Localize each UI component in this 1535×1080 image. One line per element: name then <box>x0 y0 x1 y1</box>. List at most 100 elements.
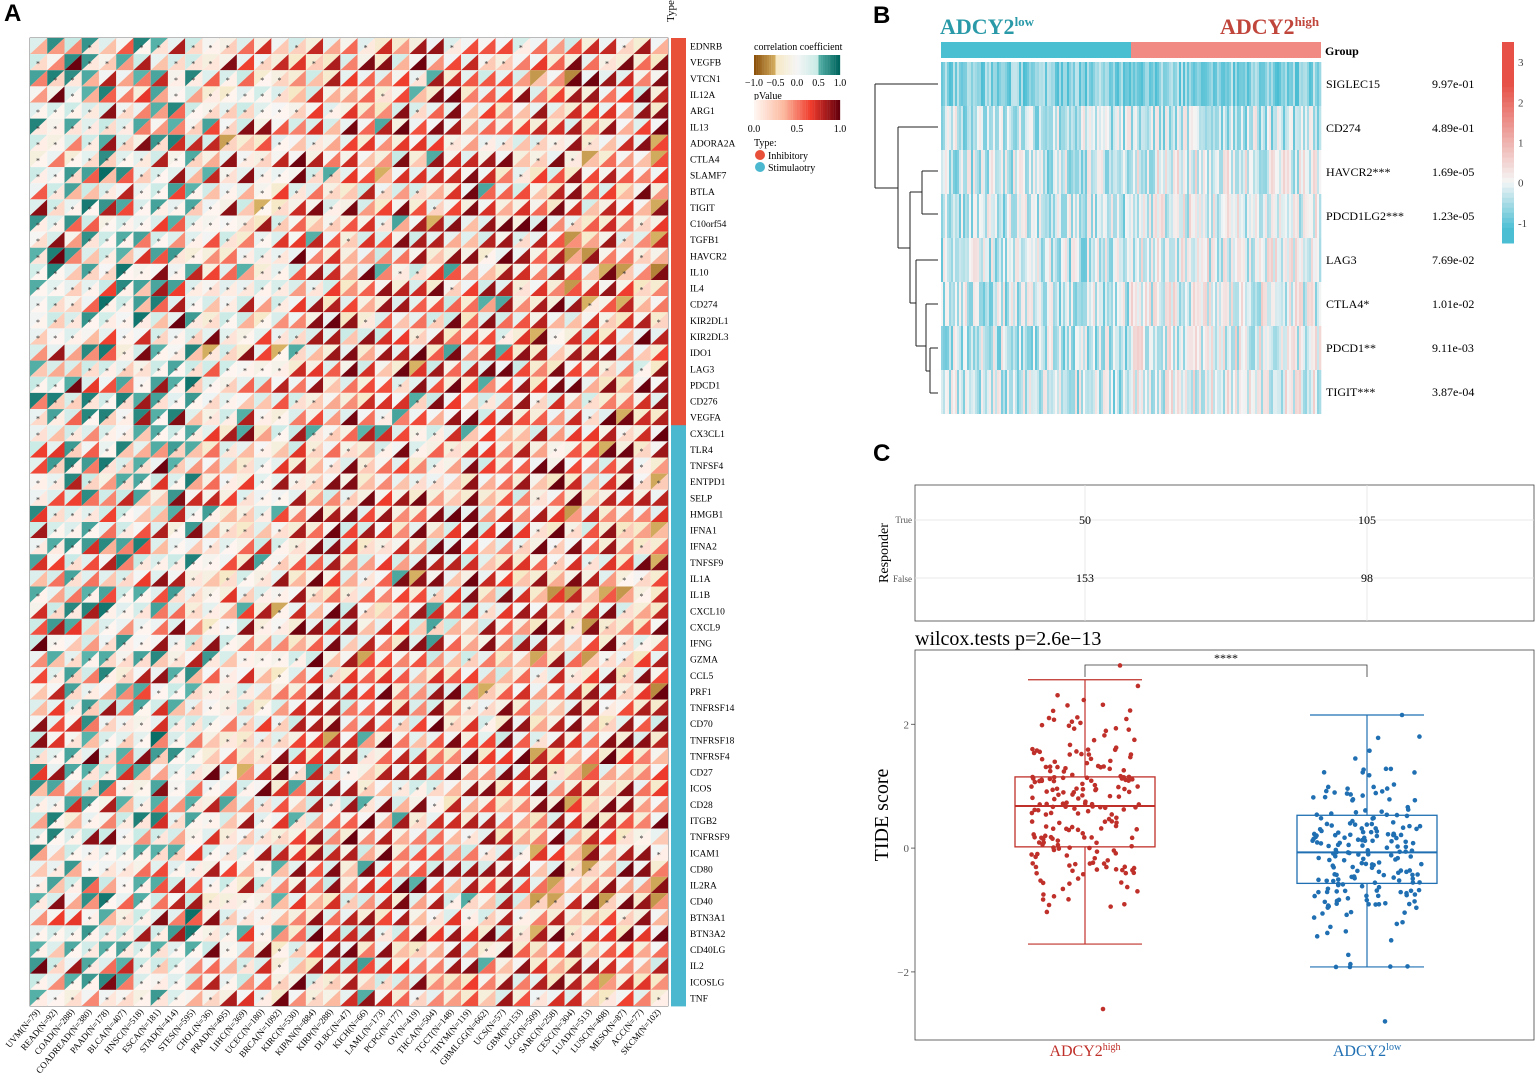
pvalue-triangle <box>426 54 444 71</box>
significance-star: * <box>415 431 419 440</box>
corr-triangle <box>392 150 410 168</box>
pvalue-triangle <box>30 360 48 377</box>
pvalue-triangle <box>616 360 634 377</box>
significance-star: * <box>122 157 126 166</box>
pvalue-triangle <box>409 86 427 103</box>
significance-star: * <box>260 866 264 875</box>
significance-star: * <box>484 60 488 69</box>
corr-triangle <box>530 312 548 329</box>
corr-triangle <box>478 280 496 297</box>
corr-triangle <box>236 376 255 393</box>
pvalue-triangle <box>219 312 237 329</box>
pvalue-triangle <box>357 409 375 426</box>
pvalue-triangle <box>564 360 582 377</box>
pvalue-triangle <box>133 409 151 426</box>
significance-star: * <box>139 318 143 327</box>
corr-triangle <box>512 296 531 313</box>
significance-star: * <box>226 124 230 133</box>
pvalue-triangle <box>392 150 410 168</box>
pvalue-triangle <box>219 247 237 264</box>
pvalue-triangle <box>409 296 427 313</box>
pvalue-triangle <box>547 376 565 393</box>
pvalue-triangle <box>116 473 134 490</box>
significance-star: * <box>381 189 385 198</box>
significance-star: * <box>260 173 264 182</box>
corr-triangle <box>30 360 48 377</box>
significance-star: * <box>105 157 109 166</box>
significance-star: * <box>484 850 488 859</box>
corr-triangle <box>81 215 99 232</box>
corr-triangle <box>47 231 65 248</box>
corr-triangle <box>616 312 634 329</box>
corr-triangle <box>116 38 134 55</box>
pvalue-triangle <box>495 457 513 474</box>
pvalue-triangle <box>340 425 358 442</box>
significance-star: * <box>36 899 40 908</box>
corr-triangle <box>133 247 151 264</box>
pvalue-triangle <box>564 102 582 119</box>
corr-triangle <box>202 167 220 184</box>
corr-triangle <box>185 134 203 151</box>
pvalue-triangle <box>236 473 255 490</box>
significance-star: * <box>36 802 40 811</box>
pvalue-triangle <box>443 328 462 345</box>
pvalue-triangle <box>271 312 289 329</box>
pvalue-triangle <box>392 183 410 200</box>
pvalue-triangle <box>81 102 99 119</box>
significance-star: * <box>71 399 75 408</box>
significance-star: * <box>71 286 75 295</box>
pvalue-triangle <box>599 38 617 55</box>
significance-star: * <box>174 963 178 972</box>
corr-triangle <box>409 38 427 55</box>
corr-triangle <box>392 392 410 410</box>
pvalue-triangle <box>185 392 203 410</box>
significance-star: * <box>191 689 195 698</box>
significance-star: * <box>36 60 40 69</box>
pvalue-triangle <box>547 247 565 264</box>
pvalue-triangle <box>357 150 375 168</box>
pvalue-triangle <box>219 392 237 410</box>
corr-triangle <box>219 54 237 71</box>
corr-triangle <box>409 167 427 184</box>
corr-triangle <box>581 247 600 264</box>
pvalue-triangle <box>167 473 186 490</box>
pvalue-triangle <box>495 425 513 442</box>
pvalue-triangle <box>185 441 203 458</box>
significance-star: * <box>88 963 92 972</box>
pvalue-triangle <box>81 425 99 442</box>
pvalue-triangle <box>236 441 255 458</box>
significance-star: * <box>260 511 264 520</box>
corr-triangle <box>357 441 375 458</box>
significance-star: * <box>243 899 247 908</box>
significance-star: * <box>174 641 178 650</box>
significance-star: * <box>312 447 316 456</box>
pvalue-triangle <box>633 134 651 151</box>
corr-triangle <box>547 150 565 168</box>
corr-triangle <box>633 280 651 297</box>
corr-triangle <box>288 199 306 216</box>
corr-triangle <box>167 425 186 442</box>
pvalue-triangle <box>185 312 203 329</box>
pvalue-triangle <box>133 296 151 313</box>
corr-triangle <box>323 425 341 442</box>
pvalue-triangle <box>254 231 272 248</box>
significance-star: * <box>484 689 488 698</box>
pvalue-triangle <box>547 54 565 71</box>
pvalue-triangle <box>564 231 582 248</box>
pvalue-triangle <box>374 344 393 361</box>
significance-star: * <box>139 44 143 53</box>
corr-triangle <box>374 118 393 135</box>
pvalue-triangle <box>340 360 358 377</box>
pvalue-triangle <box>30 247 48 264</box>
pvalue-triangle <box>133 425 151 442</box>
corr-triangle <box>219 118 237 135</box>
corr-triangle <box>547 199 565 216</box>
pvalue-triangle <box>340 280 358 297</box>
pvalue-triangle <box>392 473 410 490</box>
corr-triangle <box>254 409 272 426</box>
pvalue-triangle <box>512 409 531 426</box>
significance-star: * <box>260 189 264 198</box>
significance-star: * <box>433 915 437 924</box>
pvalue-triangle <box>409 409 427 426</box>
significance-star: * <box>605 899 609 908</box>
